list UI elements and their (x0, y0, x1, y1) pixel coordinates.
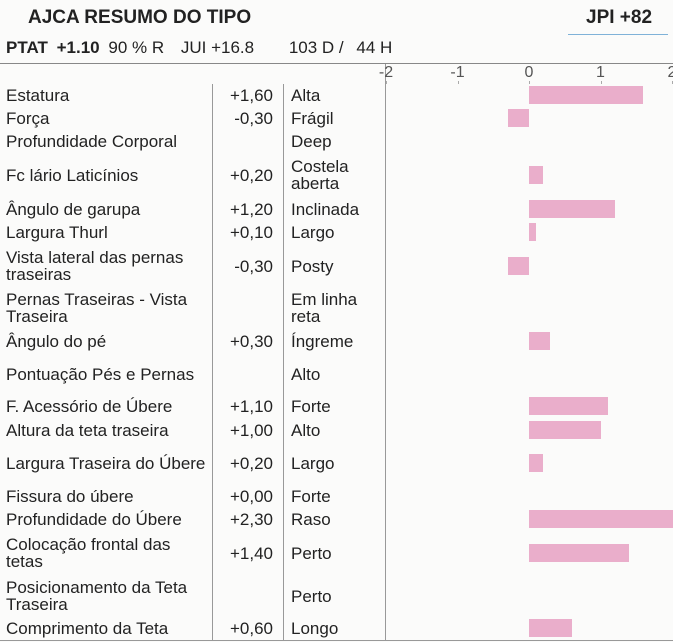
value-label: +0,30 (229, 331, 273, 351)
descriptor: Íngreme (291, 331, 354, 351)
bar (529, 510, 673, 528)
descriptor: Perto (291, 543, 332, 563)
value-label: +0,60 (229, 618, 273, 638)
x-tick-label: 1 (596, 64, 605, 81)
descriptor: Longo (291, 618, 339, 638)
value-label: +2,30 (229, 509, 273, 529)
ptat-value: +1.10 (56, 38, 100, 57)
value-label: +0,20 (229, 453, 273, 473)
value-label: +1,40 (229, 543, 273, 563)
x-tick-label: -2 (378, 64, 394, 81)
trait-name: Colocação frontal das tetas (6, 535, 171, 571)
descriptor: Inclinada (291, 199, 360, 219)
bar (529, 544, 630, 562)
value-label: +0,20 (229, 165, 273, 185)
descriptor: Largo (291, 453, 335, 473)
descriptor: Costela aberta (291, 157, 349, 193)
reliability: 90 % R (108, 38, 165, 57)
value-label: -0,30 (234, 256, 273, 276)
tick-mark (386, 81, 387, 84)
jpi-underline (568, 34, 668, 35)
trait-name: Ângulo de garupa (6, 199, 141, 219)
descriptor: Alta (291, 85, 321, 105)
x-tick-label: 0 (524, 64, 534, 81)
bar (529, 421, 601, 439)
jpi: JPI +82 (586, 7, 653, 28)
descriptor: Posty (291, 256, 334, 276)
value-label: +1,10 (229, 396, 273, 416)
descriptor: Perto (291, 586, 332, 606)
trait-name: Largura Traseira do Úbere (6, 453, 206, 473)
bar (529, 200, 615, 218)
x-tick-label: -1 (450, 64, 465, 81)
ptat-label: PTAT (6, 38, 48, 57)
summary-line: PTAT +1.10 90 % R JUI +16.8 103 D / 44 H (6, 38, 392, 58)
column-rule (212, 84, 213, 640)
descriptor: Forte (291, 486, 331, 506)
descriptor: Raso (291, 509, 331, 529)
value-label: +0,00 (229, 486, 273, 506)
tick-mark (457, 81, 459, 84)
herds: 44 H (356, 38, 393, 57)
bar (529, 166, 544, 184)
trait-name: Comprimento da Teta (6, 618, 169, 638)
trait-name: Profundidade Corporal (6, 131, 178, 151)
value-label: +1,60 (229, 85, 273, 105)
bar (529, 223, 537, 241)
trait-name: F. Acessório de Úbere (6, 396, 173, 416)
jui: JUI +16.8 (180, 38, 255, 57)
trait-name: Vista lateral das pernas traseiras (6, 248, 184, 284)
trait-name: Força (6, 108, 50, 128)
descriptor: Largo (291, 222, 335, 242)
trait-name: Ângulo do pé (6, 331, 107, 351)
bottom-rule (0, 640, 673, 641)
value-label: -0,30 (234, 108, 273, 128)
bar (529, 86, 644, 104)
bar (529, 397, 608, 415)
trait-name: Altura da teta traseira (6, 420, 169, 440)
descriptor: Deep (291, 131, 332, 151)
column-rule (283, 84, 284, 640)
trait-name: Pontuação Pés e Pernas (6, 364, 195, 384)
descriptor: Alto (291, 420, 321, 440)
trait-name: Largura Thurl (6, 222, 108, 242)
trait-name: Posicionamento da Teta Traseira (6, 578, 188, 614)
bar (507, 257, 529, 275)
descriptor: Alto (291, 364, 321, 384)
trait-name: Fissura do úbere (6, 486, 134, 506)
bar (529, 454, 544, 472)
trait-name: Pernas Traseiras - Vista Traseira (6, 290, 188, 326)
bar (529, 619, 572, 637)
tick-mark (529, 81, 530, 84)
daughters: 103 D / (288, 38, 344, 57)
value-label: +1,20 (229, 199, 273, 219)
tick-mark (600, 81, 602, 84)
trait-name: Profundidade do Úbere (6, 509, 182, 529)
trait-name: Fc lário Laticínios (6, 165, 139, 185)
trait-name: Estatura (6, 85, 70, 105)
descriptor: Frágil (291, 108, 334, 128)
bar (529, 332, 551, 350)
x-tick-label: 2 (667, 64, 673, 81)
value-label: +0,10 (229, 222, 273, 242)
value-label: +1,00 (229, 420, 273, 440)
column-rule (385, 64, 386, 640)
descriptor: Forte (291, 396, 331, 416)
title: AJCA RESUMO DO TIPO (28, 7, 252, 28)
descriptor: Em linha reta (291, 290, 358, 326)
bar (507, 109, 529, 127)
header-rule (0, 63, 673, 64)
